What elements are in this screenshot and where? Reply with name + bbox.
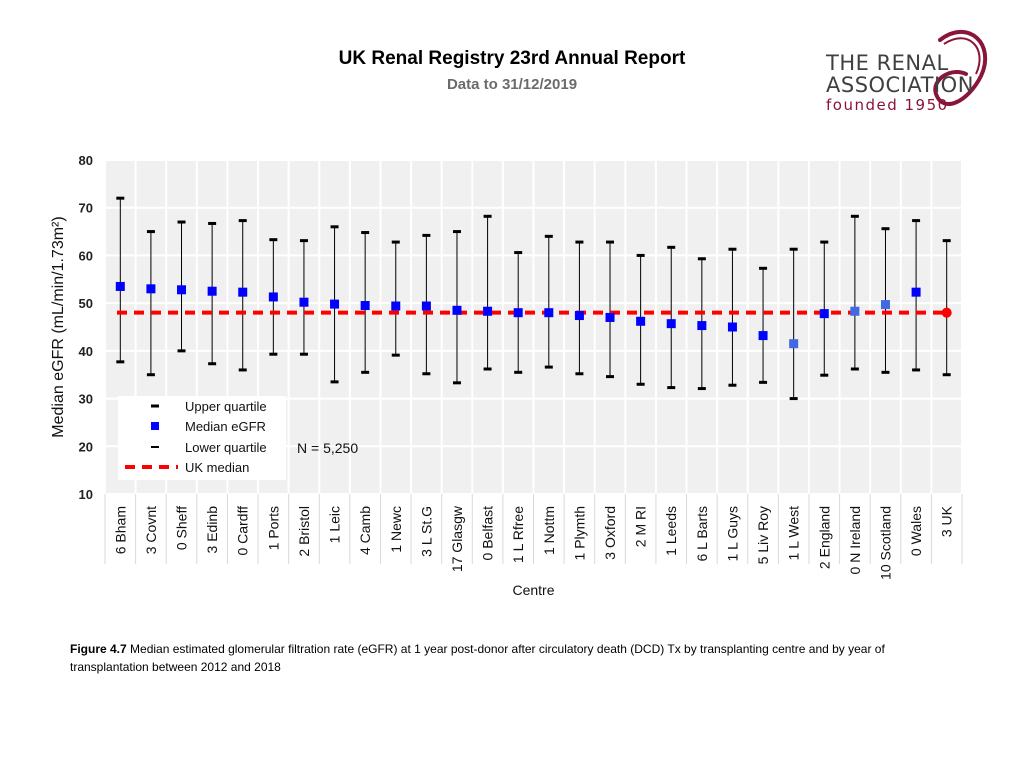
x-tick-label: 1 Nottm: [541, 506, 557, 555]
x-tick-label: 2 England: [816, 506, 832, 569]
median-marker: [483, 306, 493, 316]
y-tick-label: 40: [79, 344, 93, 359]
median-marker: [758, 331, 768, 341]
x-tick-label: 1 L West: [786, 506, 802, 561]
median-marker: [819, 309, 829, 319]
x-tick-label: 3 Oxford: [602, 506, 618, 560]
median-marker: [544, 308, 554, 318]
x-tick-label: 0 Cardff: [235, 506, 251, 556]
x-tick-label: 1 L Guys: [724, 506, 740, 562]
median-marker: [636, 316, 646, 326]
x-tick-label: 2 Bristol: [296, 506, 312, 557]
median-marker: [727, 322, 737, 332]
x-tick-label: 10 Scotland: [877, 506, 893, 580]
x-tick-label: 3 Covnt: [143, 506, 159, 554]
median-marker: [605, 312, 615, 322]
median-marker: [360, 301, 370, 311]
median-marker: [330, 299, 340, 309]
x-tick-label: 1 Newc: [388, 506, 404, 553]
y-tick-label: 20: [79, 439, 93, 454]
legend-label: Upper quartile: [185, 399, 267, 414]
legend-label: Median eGFR: [185, 419, 266, 434]
figure-caption: Figure 4.7 Median estimated glomerular f…: [70, 640, 960, 676]
x-tick-label: 1 L Rfree: [510, 506, 526, 563]
median-marker: [207, 286, 217, 296]
median-marker: [146, 284, 156, 294]
x-axis-label: Centre: [512, 582, 554, 598]
renal-association-logo: THE RENAL ASSOCIATION founded 1950: [818, 22, 998, 122]
n-label: N = 5,250: [297, 440, 358, 456]
median-marker: [115, 281, 125, 291]
y-tick-label: 50: [79, 296, 93, 311]
x-tick-label: 5 Liv Roy: [755, 506, 771, 564]
median-marker: [421, 301, 431, 311]
y-tick-label: 80: [79, 153, 93, 168]
x-tick-label: 2 M RI: [633, 506, 649, 547]
egfr-chart: 10 20 30 40 50 60 70 80 6 Bham 3 Covnt 0 Sheff 3 Ed…: [50, 153, 963, 598]
median-marker: [513, 308, 523, 318]
median-marker: [789, 339, 799, 349]
median-marker: [850, 306, 860, 316]
median-marker: [268, 292, 278, 302]
caption-text: Median estimated glomerular filtration r…: [70, 642, 885, 674]
x-tick-label: 6 L Barts: [694, 506, 710, 562]
y-tick-label: 60: [79, 248, 93, 263]
report-subtitle: Data to 31/12/2019: [446, 76, 578, 93]
legend-label: UK median: [185, 460, 249, 475]
logo-line-3: founded 1950: [826, 96, 949, 114]
x-tick-label: 3 UK: [939, 505, 955, 537]
x-tick-label: 0 Sheff: [174, 506, 190, 550]
x-tick-label: 1 Leic: [327, 506, 343, 543]
report-title: UK Renal Registry 23rd Annual Report: [338, 48, 686, 69]
x-tick-label: 3 L St.G: [418, 506, 434, 557]
x-tick-label: 0 Belfast: [480, 506, 496, 561]
x-tick-label: 3 Edinb: [204, 506, 220, 554]
x-tick-label: 17 Glasgw: [449, 505, 465, 572]
median-marker: [941, 307, 952, 318]
median-marker: [880, 300, 890, 310]
median-marker: [666, 319, 676, 329]
legend-label: Lower quartile: [185, 440, 267, 455]
y-axis-label: Median eGFR (mL/min/1.73m²): [50, 216, 67, 437]
median-marker: [391, 301, 401, 311]
logo-line-2: ASSOCIATION: [826, 73, 974, 97]
x-tick-label: 4 Camb: [357, 506, 373, 555]
logo-line-1: THE RENAL: [826, 51, 949, 75]
y-tick-label: 70: [79, 201, 93, 216]
x-tick-label: 6 Bham: [112, 506, 128, 554]
median-marker: [574, 311, 584, 321]
median-marker: [452, 305, 462, 315]
x-tick-label: 1 Leeds: [663, 506, 679, 556]
median-marker: [697, 321, 707, 331]
median-marker: [177, 285, 187, 295]
x-tick-label: 0 Wales: [908, 506, 924, 556]
legend-median-symbol: [151, 422, 159, 430]
median-marker: [299, 297, 309, 307]
y-tick-label: 10: [79, 487, 93, 502]
median-marker: [911, 287, 921, 297]
y-tick-label: 30: [79, 392, 93, 407]
logo-swirl-icon: [933, 29, 988, 106]
median-marker: [238, 287, 248, 297]
x-tick-label: 1 Ports: [265, 506, 281, 550]
x-tick-label: 1 Plymth: [571, 506, 587, 560]
caption-label: Figure 4.7: [70, 642, 127, 656]
x-tick-label: 0 N Ireland: [847, 506, 863, 574]
